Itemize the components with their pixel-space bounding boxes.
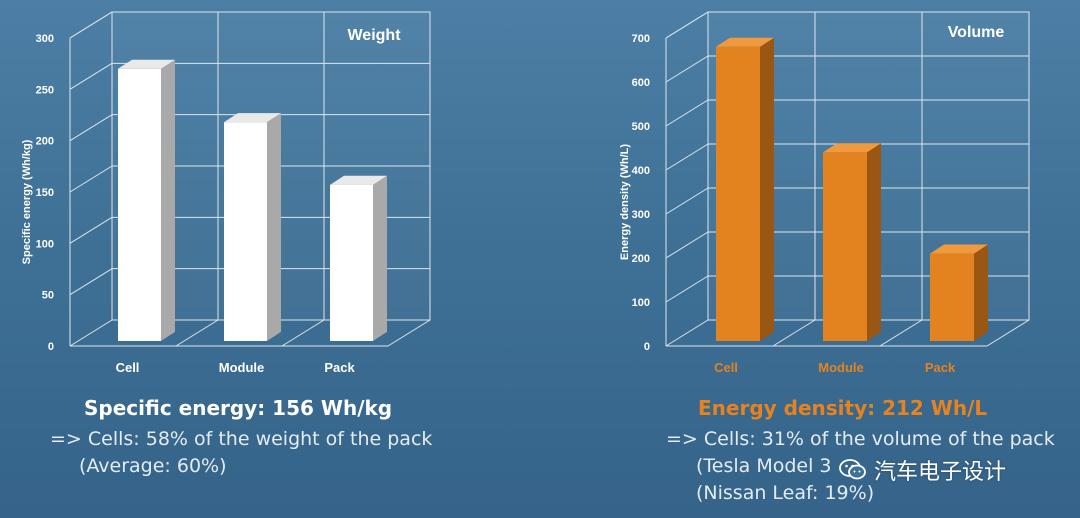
category-label: Module xyxy=(818,360,864,375)
gridline-diag xyxy=(69,165,113,193)
gridline-diag xyxy=(665,99,709,127)
y-tick-label: 300 xyxy=(36,33,54,45)
floor-divider xyxy=(175,319,219,347)
specific-energy-chart: 0 50 100 150 200 250 300 Specific energy (Wh/kg… xyxy=(21,11,431,375)
gridline-diag xyxy=(69,216,113,244)
bar-top xyxy=(716,37,774,47)
specific-energy-headline: Specific energy: 156 Wh/kg xyxy=(84,396,393,420)
bar-top xyxy=(930,244,988,254)
y-tick-label: 250 xyxy=(36,84,54,96)
bar-side xyxy=(760,37,774,341)
watermark: 汽车电子设计 xyxy=(838,454,1006,486)
gridline-diag xyxy=(665,55,709,83)
gridline-diag xyxy=(665,143,709,171)
bar-top xyxy=(330,175,387,185)
category-label: Cell xyxy=(116,360,140,375)
cells-weight-share-text: => Cells: 58% of the weight of the pack xyxy=(50,428,433,450)
y-tick-label: 700 xyxy=(632,33,650,45)
bar-side xyxy=(867,143,881,341)
gridline-diag xyxy=(69,114,113,142)
y-tick-label: 0 xyxy=(48,341,54,353)
gridline-diag xyxy=(665,275,709,303)
y-tick-label: 150 xyxy=(36,187,54,199)
gridline-diag xyxy=(69,62,113,90)
gridline-diag xyxy=(665,187,709,215)
bar xyxy=(118,68,161,342)
y-tick-label: 500 xyxy=(632,121,650,133)
floor-divider xyxy=(879,319,923,347)
floor-right-edge xyxy=(387,319,431,347)
chart-title: Volume xyxy=(948,24,1005,41)
energy-density-headline: Energy density: 212 Wh/L xyxy=(698,396,988,420)
bar-top xyxy=(118,59,175,69)
y-tick-label: 0 xyxy=(644,341,650,353)
bar-side xyxy=(373,175,387,341)
y-tick-label: 100 xyxy=(36,238,54,250)
category-label: Pack xyxy=(925,360,956,375)
y-tick-label: 200 xyxy=(632,253,650,265)
left-summary: Specific energy: 156 Wh/kg => Cells: 58%… xyxy=(50,396,432,480)
energy-density-chart: 0 100 200 300 400 500 600 700 Energy density (Wh… xyxy=(619,11,1030,375)
floor-right-edge xyxy=(986,319,1030,347)
y-tick-label: 300 xyxy=(632,209,650,221)
y-tick-label: 600 xyxy=(632,77,650,89)
bar-side xyxy=(974,244,988,341)
gridline-diag xyxy=(69,319,113,347)
bar xyxy=(823,152,867,341)
tesla-volume-share-text: (Tesla Model 3 xyxy=(696,455,832,477)
gridline-diag xyxy=(665,11,709,39)
floor-divider xyxy=(281,319,325,347)
right-summary: Energy density: 212 Wh/L => Cells: 31% o… xyxy=(666,396,1055,507)
category-label: Pack xyxy=(324,360,355,375)
bar-top xyxy=(823,143,881,153)
y-axis-title: Energy density (Wh/L) xyxy=(619,144,631,260)
bar xyxy=(224,122,267,341)
category-label: Module xyxy=(219,360,265,375)
y-axis-title: Specific energy (Wh/kg) xyxy=(21,139,33,264)
bar-side xyxy=(267,113,281,341)
gridline-diag xyxy=(665,319,709,347)
y-tick-label: 200 xyxy=(36,136,54,148)
category-label: Cell xyxy=(714,360,738,375)
y-tick-label: 100 xyxy=(632,297,650,309)
cells-volume-share-text: => Cells: 31% of the volume of the pack xyxy=(666,428,1055,450)
bar-top xyxy=(224,113,281,123)
wechat-icon xyxy=(839,459,866,480)
bar xyxy=(330,184,373,341)
y-tick-label: 400 xyxy=(632,165,650,177)
gridline-diag xyxy=(665,231,709,259)
y-tick-label: 50 xyxy=(42,290,54,302)
bar-side xyxy=(161,59,175,341)
gridline-diag xyxy=(69,268,113,296)
gridline-diag xyxy=(69,11,113,39)
chart-title: Weight xyxy=(347,27,401,44)
watermark-text: 汽车电子设计 xyxy=(874,460,1007,485)
bar xyxy=(716,46,760,342)
nissan-volume-share-text: (Nissan Leaf: 19%) xyxy=(696,482,875,504)
floor-divider xyxy=(772,319,816,347)
average-weight-share-text: (Average: 60%) xyxy=(79,455,227,477)
bar xyxy=(930,253,974,341)
